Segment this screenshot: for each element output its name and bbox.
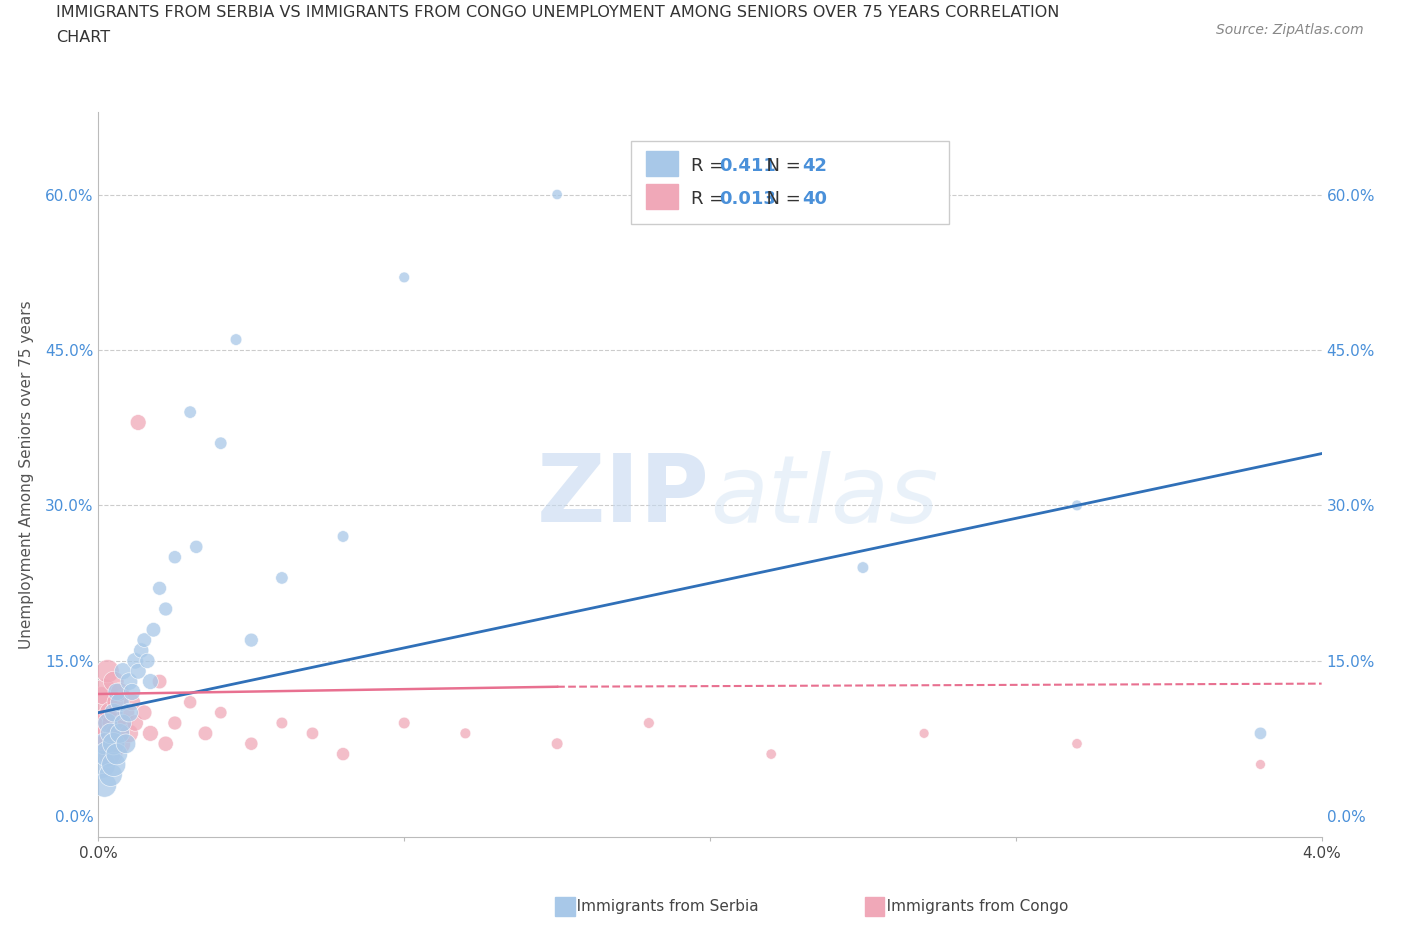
- Point: [134, 632, 156, 647]
- Point: [240, 737, 263, 751]
- Point: [127, 415, 149, 430]
- Point: [105, 747, 128, 762]
- Text: 0.411: 0.411: [720, 156, 776, 175]
- Point: [90, 757, 112, 772]
- Point: [124, 715, 146, 730]
- Point: [103, 737, 125, 751]
- Point: [118, 726, 141, 741]
- Point: [108, 684, 131, 699]
- Text: atlas: atlas: [710, 450, 938, 541]
- Point: [97, 715, 120, 730]
- Point: [115, 737, 138, 751]
- Point: [103, 715, 125, 730]
- Point: [100, 747, 122, 762]
- Point: [93, 737, 115, 751]
- Point: [149, 674, 172, 689]
- Text: Immigrants from Congo: Immigrants from Congo: [872, 899, 1069, 914]
- Text: ZIP: ZIP: [537, 450, 710, 542]
- Point: [139, 726, 162, 741]
- Point: [105, 726, 128, 741]
- Point: [225, 332, 247, 347]
- Point: [108, 695, 131, 710]
- Point: [93, 715, 115, 730]
- Text: N =: N =: [755, 190, 806, 208]
- Point: [142, 622, 165, 637]
- Point: [912, 726, 935, 741]
- Point: [155, 602, 177, 617]
- Point: [124, 654, 146, 669]
- Point: [115, 705, 138, 720]
- Point: [103, 757, 125, 772]
- Point: [111, 715, 134, 730]
- Text: Source: ZipAtlas.com: Source: ZipAtlas.com: [1216, 23, 1364, 37]
- Text: IMMIGRANTS FROM SERBIA VS IMMIGRANTS FROM CONGO UNEMPLOYMENT AMONG SENIORS OVER : IMMIGRANTS FROM SERBIA VS IMMIGRANTS FRO…: [56, 5, 1060, 20]
- Point: [179, 405, 201, 419]
- Point: [194, 726, 217, 741]
- Point: [852, 560, 875, 575]
- Point: [546, 737, 568, 751]
- Point: [637, 715, 661, 730]
- Point: [97, 737, 120, 751]
- Point: [90, 695, 112, 710]
- Point: [332, 747, 354, 762]
- Point: [103, 674, 125, 689]
- Point: [97, 747, 120, 762]
- Text: R =: R =: [690, 190, 730, 208]
- Point: [179, 695, 201, 710]
- Point: [90, 726, 112, 741]
- Point: [100, 767, 122, 782]
- Text: 42: 42: [803, 156, 827, 175]
- Text: CHART: CHART: [56, 30, 110, 45]
- Point: [100, 726, 122, 741]
- Point: [118, 705, 141, 720]
- Point: [108, 737, 131, 751]
- Point: [149, 581, 172, 596]
- Point: [134, 705, 156, 720]
- Point: [121, 695, 143, 710]
- Point: [163, 715, 186, 730]
- Point: [111, 664, 134, 679]
- Point: [1066, 737, 1088, 751]
- Point: [93, 684, 115, 699]
- Point: [136, 654, 159, 669]
- Point: [209, 705, 232, 720]
- Point: [100, 705, 122, 720]
- Point: [111, 715, 134, 730]
- Point: [270, 715, 294, 730]
- Point: [105, 695, 128, 710]
- Text: 40: 40: [803, 190, 827, 208]
- Text: 0.013: 0.013: [720, 190, 776, 208]
- Point: [546, 187, 568, 202]
- Point: [105, 684, 128, 699]
- Point: [93, 777, 115, 792]
- Point: [392, 270, 416, 285]
- Point: [301, 726, 323, 741]
- Point: [118, 674, 141, 689]
- Point: [1249, 757, 1271, 772]
- Point: [108, 726, 131, 741]
- Point: [392, 715, 416, 730]
- Point: [1066, 498, 1088, 512]
- Point: [759, 747, 782, 762]
- Point: [163, 550, 186, 565]
- Point: [127, 664, 149, 679]
- Point: [139, 674, 162, 689]
- Point: [186, 539, 208, 554]
- Point: [270, 570, 294, 585]
- Point: [332, 529, 354, 544]
- Point: [454, 726, 477, 741]
- Y-axis label: Unemployment Among Seniors over 75 years: Unemployment Among Seniors over 75 years: [18, 300, 34, 648]
- Point: [209, 436, 232, 451]
- Point: [97, 664, 120, 679]
- Point: [240, 632, 263, 647]
- Text: Immigrants from Serbia: Immigrants from Serbia: [562, 899, 759, 914]
- Text: N =: N =: [755, 156, 806, 175]
- Point: [129, 643, 152, 658]
- Point: [121, 684, 143, 699]
- Point: [1249, 726, 1271, 741]
- Point: [103, 705, 125, 720]
- Point: [155, 737, 177, 751]
- Text: R =: R =: [690, 156, 730, 175]
